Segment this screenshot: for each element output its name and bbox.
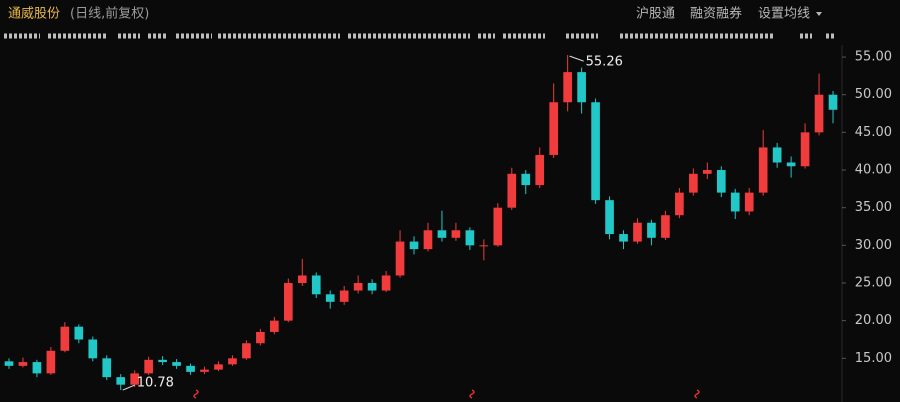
candle-body xyxy=(32,362,42,374)
y-tick-label: 40.00 xyxy=(855,163,892,178)
candle-body xyxy=(367,283,377,291)
candle-body xyxy=(381,275,391,291)
candle-body xyxy=(102,358,112,378)
max-price-label: 55.26 xyxy=(586,55,623,70)
candle-body xyxy=(144,359,153,374)
y-tick-label: 25.00 xyxy=(855,276,892,291)
y-tick-label: 20.00 xyxy=(855,313,892,328)
candle-body xyxy=(437,230,447,238)
candle-body xyxy=(158,359,167,363)
margin-button[interactable]: 融资融券 xyxy=(690,6,742,22)
candle-body xyxy=(730,192,740,212)
candle-body xyxy=(130,373,140,385)
candle-body xyxy=(4,361,14,366)
candle-body xyxy=(605,200,614,235)
y-tick-label: 55.00 xyxy=(855,50,892,65)
candle-body xyxy=(521,173,531,186)
candle-body xyxy=(88,339,98,359)
ma-settings-button[interactable]: 设置均线 xyxy=(758,7,810,22)
candle-body xyxy=(200,369,209,372)
y-tick-label: 50.00 xyxy=(855,87,892,102)
candle-body xyxy=(395,241,405,276)
candle-body xyxy=(814,94,824,133)
candle-body xyxy=(228,358,237,365)
candle-body xyxy=(577,72,586,103)
candle-body xyxy=(214,364,223,370)
candle-body xyxy=(591,102,600,201)
candle-body xyxy=(423,230,433,250)
candle-body xyxy=(828,94,838,110)
candle-body xyxy=(256,331,265,344)
candle-body xyxy=(60,326,70,351)
stock-name: 通威股份 xyxy=(8,7,60,22)
candle-body xyxy=(563,72,572,103)
candle-body xyxy=(242,343,251,359)
candle-body xyxy=(647,222,656,238)
candle-body xyxy=(353,283,363,291)
candle-body xyxy=(535,154,545,186)
event-flags xyxy=(193,389,700,399)
candle-body xyxy=(702,170,712,174)
candle-body xyxy=(339,290,349,302)
candle-body xyxy=(758,147,768,193)
candle-body xyxy=(116,377,126,385)
min-price-label: 10.78 xyxy=(137,376,174,391)
candle-body xyxy=(675,192,684,216)
candle-body xyxy=(172,362,181,366)
chart-mode: (日线,前复权) xyxy=(70,6,149,22)
max-pointer xyxy=(569,55,584,62)
hk-connect-button[interactable]: 沪股通 xyxy=(636,6,675,22)
candle-body xyxy=(465,230,475,246)
candle-body xyxy=(270,320,279,332)
candle-body xyxy=(786,162,796,167)
candle-body xyxy=(744,192,754,212)
candle-body xyxy=(18,362,28,366)
y-tick-label: 15.00 xyxy=(855,351,892,366)
candle-body xyxy=(661,215,670,238)
candle-body xyxy=(409,241,419,250)
candle-body xyxy=(311,275,321,295)
candle-body xyxy=(46,350,56,374)
candle-body xyxy=(800,132,810,167)
candle-body xyxy=(633,222,642,242)
candle-body xyxy=(493,207,503,246)
candle-body xyxy=(549,102,559,155)
candle-body xyxy=(325,294,335,302)
candle-body xyxy=(772,147,782,163)
min-pointer xyxy=(122,384,135,391)
y-tick-label: 35.00 xyxy=(855,200,892,215)
candle-body xyxy=(297,275,307,283)
candle-body xyxy=(479,245,489,247)
candle-body xyxy=(74,326,84,340)
candle-body xyxy=(283,283,293,321)
candle-body xyxy=(451,230,461,238)
candle-body xyxy=(619,234,628,242)
y-tick-label: 45.00 xyxy=(855,125,892,140)
candle-body xyxy=(507,173,517,208)
dropdown-arrow[interactable] xyxy=(816,12,822,16)
candle-body xyxy=(186,365,195,372)
candle-body xyxy=(716,170,726,193)
y-tick-label: 30.00 xyxy=(855,238,892,253)
candle-body xyxy=(689,173,698,193)
